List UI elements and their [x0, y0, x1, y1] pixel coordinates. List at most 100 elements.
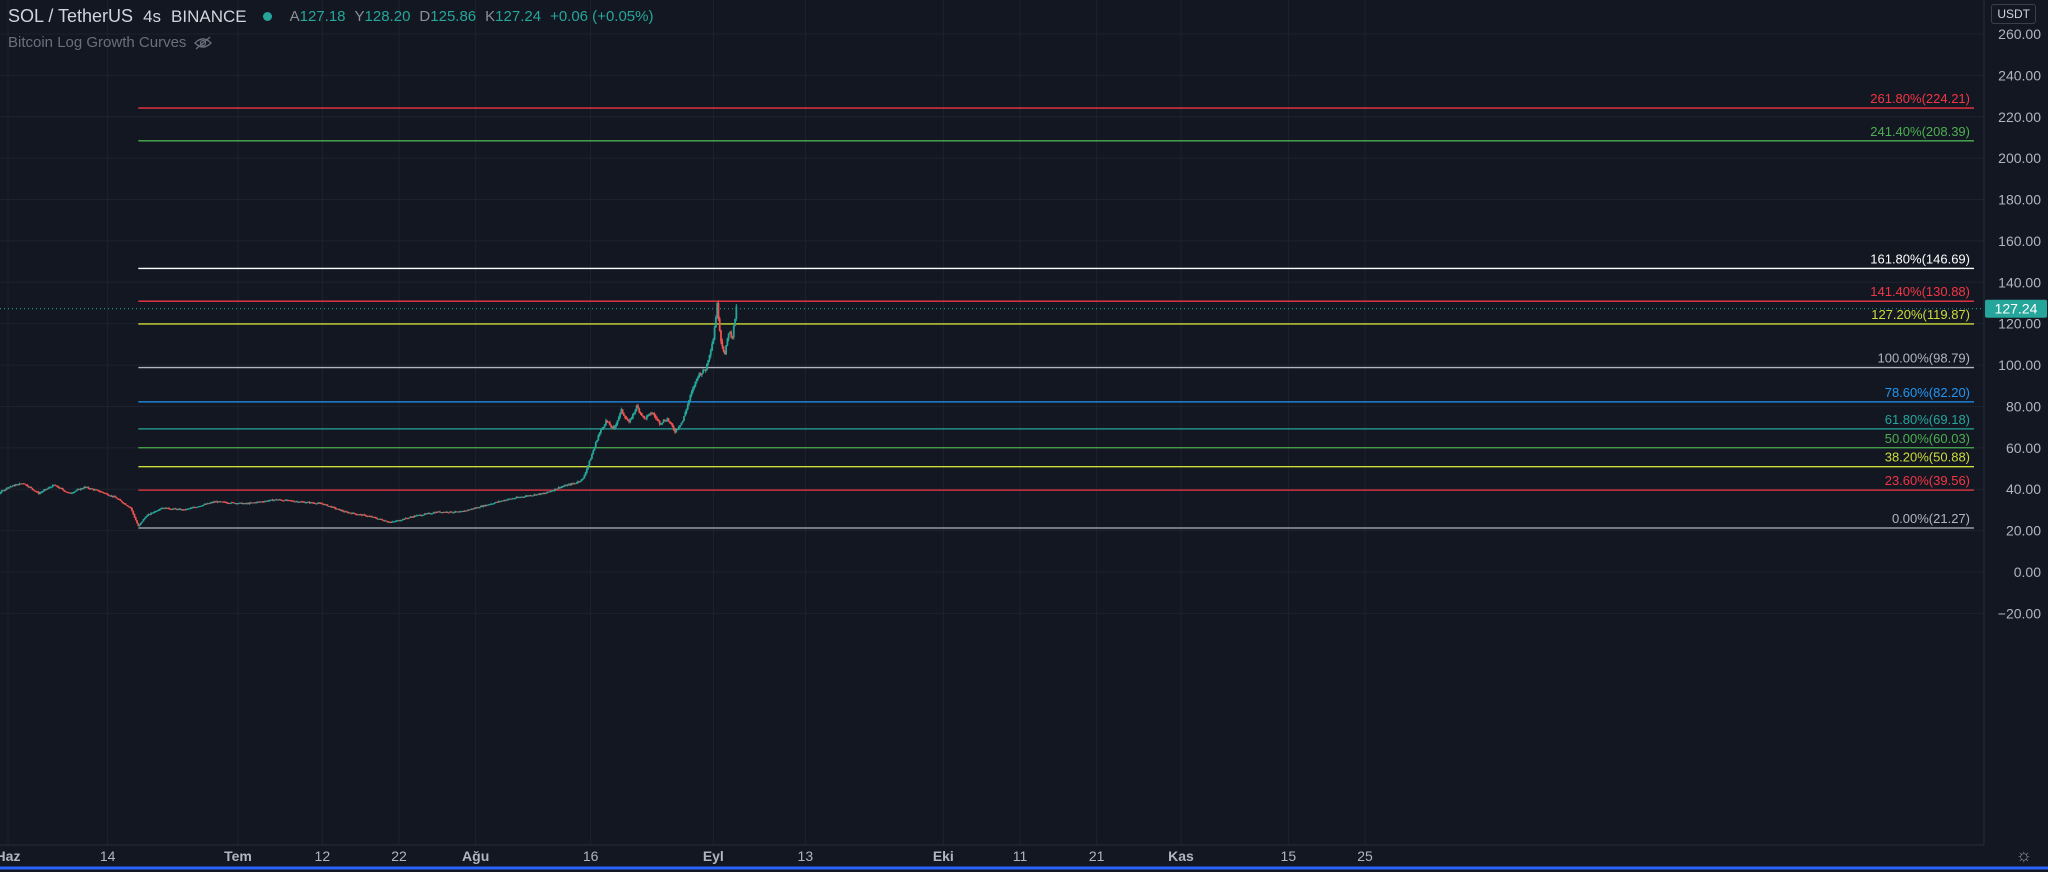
candle-body	[41, 491, 44, 493]
candle-body	[409, 516, 412, 518]
candle-body	[335, 508, 338, 510]
high-value: 128.20	[364, 8, 411, 25]
candle-body	[40, 492, 43, 494]
candle-body	[635, 405, 638, 411]
candle-body	[8, 486, 11, 488]
candle-body	[118, 499, 121, 501]
candle-body	[533, 494, 536, 496]
candle-body	[263, 501, 266, 503]
fib-level-label: 61.80%(69.18)	[1885, 412, 1970, 427]
candle-body	[513, 498, 515, 500]
candle-body	[21, 483, 23, 485]
price-tick-label: 40.00	[2006, 481, 2041, 497]
candle-body	[455, 511, 458, 513]
candle-body	[404, 517, 407, 520]
candle-body	[334, 507, 337, 509]
candle-body	[528, 495, 531, 497]
candle-body	[611, 426, 614, 428]
candle-body	[625, 418, 628, 420]
candle-body	[0, 490, 3, 493]
candle-body	[325, 504, 328, 506]
candle-body	[395, 520, 398, 522]
candle-body	[51, 485, 54, 488]
candle-body	[150, 512, 153, 515]
candle-body	[547, 491, 550, 493]
candle-body	[313, 502, 316, 504]
candle-body	[599, 429, 602, 433]
eye-hidden-icon[interactable]	[194, 36, 213, 50]
candle-body	[450, 511, 453, 513]
symbol-header: SOL / TetherUS 4s BINANCE A127.18 Y128.2…	[8, 6, 653, 27]
symbol-name[interactable]: SOL / TetherUS	[8, 6, 134, 26]
candle-body	[225, 502, 228, 504]
candle-body	[359, 514, 362, 516]
candle-body	[520, 496, 523, 498]
candle-body	[91, 488, 94, 490]
candle-body	[469, 509, 472, 511]
candle-body	[391, 521, 394, 523]
candle-body	[258, 501, 261, 503]
candle-body	[377, 518, 380, 520]
candle-body	[677, 426, 680, 429]
candle-body	[499, 501, 501, 503]
candle-body	[24, 484, 27, 486]
candle-body	[317, 502, 320, 504]
candle-body	[519, 497, 522, 499]
candle-body	[707, 360, 710, 364]
candle-body	[592, 450, 595, 455]
candle-body	[141, 521, 144, 523]
candle-body	[27, 486, 30, 488]
candle-body	[254, 502, 257, 504]
candle-body	[4, 489, 7, 491]
candle-body	[316, 503, 319, 505]
currency-selector[interactable]: USDT	[1991, 4, 2036, 24]
candle-body	[385, 520, 388, 522]
candle-body	[441, 512, 444, 514]
candle-body	[180, 509, 183, 511]
candle-body	[607, 422, 610, 424]
candle-body	[106, 493, 109, 496]
candle-body	[493, 502, 496, 504]
candle-body	[214, 501, 216, 503]
candle-body	[290, 500, 293, 502]
time-tick-label: Kas	[1168, 848, 1194, 864]
price-tick-label: −20.00	[1998, 605, 2041, 621]
candle-body	[579, 480, 582, 482]
candle-body	[77, 489, 80, 491]
interval-label[interactable]: 4s	[143, 6, 162, 26]
candle-body	[85, 486, 87, 488]
candle-body	[355, 514, 358, 516]
candle-body	[22, 483, 25, 485]
candle-body	[630, 418, 633, 420]
indicator-legend[interactable]: Bitcoin Log Growth Curves	[8, 34, 213, 51]
candle-body	[104, 493, 107, 495]
candle-body	[518, 497, 521, 499]
candle-body	[90, 488, 92, 490]
candle-body	[308, 501, 311, 504]
candle-body	[605, 420, 607, 425]
candle-body	[55, 485, 58, 487]
candle-body	[578, 481, 581, 483]
candle-body	[73, 491, 76, 493]
candle-body	[76, 489, 78, 491]
candle-body	[147, 514, 150, 516]
candle-body	[542, 493, 545, 495]
candle-body	[183, 509, 186, 511]
candle-body	[702, 369, 705, 374]
candle-body	[447, 512, 450, 514]
candle-body	[679, 425, 682, 427]
candle-body	[541, 493, 544, 495]
candle-body	[242, 503, 245, 505]
candle-body	[492, 503, 495, 505]
candle-body	[295, 501, 298, 503]
candle-body	[523, 496, 526, 498]
candle-body	[344, 511, 347, 513]
candle-body	[193, 507, 196, 509]
candle-body	[483, 505, 486, 507]
settings-gear-icon[interactable]: ☼	[2015, 845, 2033, 865]
candle-body	[424, 513, 427, 515]
candle-body	[188, 508, 191, 510]
candle-body	[525, 495, 528, 497]
candle-body	[105, 493, 108, 495]
